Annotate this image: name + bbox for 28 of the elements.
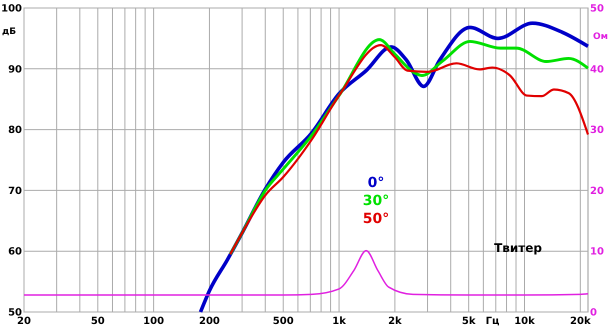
x-tick-label: 1k	[332, 316, 346, 327]
y-tick-label: 60	[8, 246, 22, 258]
text: 30°	[362, 192, 390, 209]
x-tick-label: 10k	[514, 316, 536, 327]
x-tick-label: 20	[17, 316, 31, 327]
y-tick-label: 80	[8, 125, 22, 136]
text: 0°	[368, 174, 384, 191]
y2-tick-label: 30	[590, 125, 604, 136]
x-tick-label: 5k	[462, 316, 476, 327]
y-tick-label: 100	[1, 4, 22, 14]
x-tick-label: 20k	[570, 316, 591, 327]
x-tick-label: 100	[143, 316, 164, 327]
x-tick-label: 2k	[388, 316, 402, 327]
x-axis-title: Гц	[486, 316, 500, 327]
y2-tick-label: 10	[590, 246, 604, 258]
y2-tick-label: 20	[590, 186, 604, 197]
text: 50°	[362, 210, 390, 227]
y2-tick-label: 0	[590, 308, 597, 318]
y2-tick-label: 40	[590, 64, 604, 76]
y-tick-label: 90	[8, 64, 22, 76]
x-tick-label: 50	[90, 316, 105, 327]
x-tick-label: 500	[272, 316, 294, 327]
y-tick-label: 70	[8, 186, 22, 197]
y-axis-title: дБ	[2, 27, 16, 37]
x-tick-label: 200	[199, 316, 220, 327]
y2-tick-label: 50	[590, 4, 604, 14]
y2-axis-title: Ом	[592, 32, 608, 42]
annotation: Твитер	[494, 241, 542, 255]
